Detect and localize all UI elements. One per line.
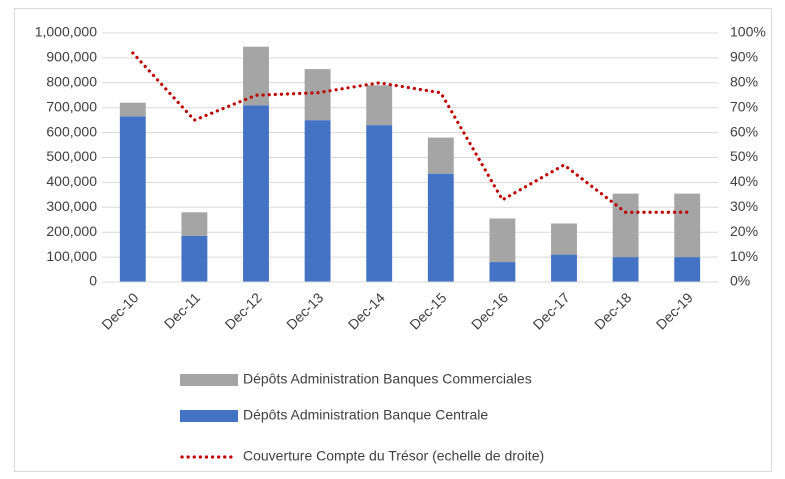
bar-segment [612, 193, 639, 258]
bar-segment [304, 69, 331, 121]
legend-swatch [180, 374, 238, 386]
y-tick-label: 800,000 [46, 74, 97, 90]
bar-segment [427, 173, 454, 282]
bar-segment [427, 137, 454, 174]
y-tick-label: 300,000 [46, 198, 97, 214]
y2-tick-label: 30% [730, 198, 758, 214]
y2-tick-label: 100% [730, 24, 766, 40]
y-tick-label: 700,000 [46, 98, 97, 114]
bar-segment [366, 125, 393, 282]
y2-tick-label: 90% [730, 49, 758, 65]
legend-label: Couverture Compte du Trésor (echelle de … [243, 448, 544, 464]
bar-segment [674, 193, 701, 258]
bar-segment [612, 257, 639, 282]
y2-tick-label: 80% [730, 74, 758, 90]
y-tick-label: 200,000 [46, 223, 97, 239]
bar-segment [489, 262, 516, 282]
y-tick-label: 1,000,000 [35, 24, 97, 40]
bar-segment [304, 120, 331, 283]
bar-segment [674, 257, 701, 282]
y-tick-label: 400,000 [46, 173, 97, 189]
legend-label: Dépôts Administration Banque Centrale [243, 407, 488, 423]
y2-tick-label: 60% [730, 123, 758, 139]
bar-segment [551, 223, 577, 255]
y-tick-label: 900,000 [46, 49, 97, 65]
y2-tick-label: 0% [730, 273, 750, 289]
bar-segment [489, 218, 516, 263]
y2-tick-label: 50% [730, 148, 758, 164]
bar-segment [551, 254, 577, 282]
y-tick-label: 100,000 [46, 248, 97, 264]
y2-tick-label: 20% [730, 223, 758, 239]
bar-segment [366, 85, 393, 126]
y-tick-label: 600,000 [46, 123, 97, 139]
bar-segment [119, 102, 146, 117]
y2-tick-label: 10% [730, 248, 758, 264]
y-tick-label: 500,000 [46, 148, 97, 164]
y-tick-label: 0 [89, 273, 97, 289]
bar-segment [243, 105, 269, 283]
bar-segment [181, 235, 208, 282]
y2-tick-label: 40% [730, 173, 758, 189]
legend-swatch [180, 410, 238, 422]
bar-segment [119, 116, 146, 282]
y2-tick-label: 70% [730, 98, 758, 114]
bar-segment [181, 212, 208, 236]
legend-label: Dépôts Administration Banques Commercial… [243, 371, 532, 387]
